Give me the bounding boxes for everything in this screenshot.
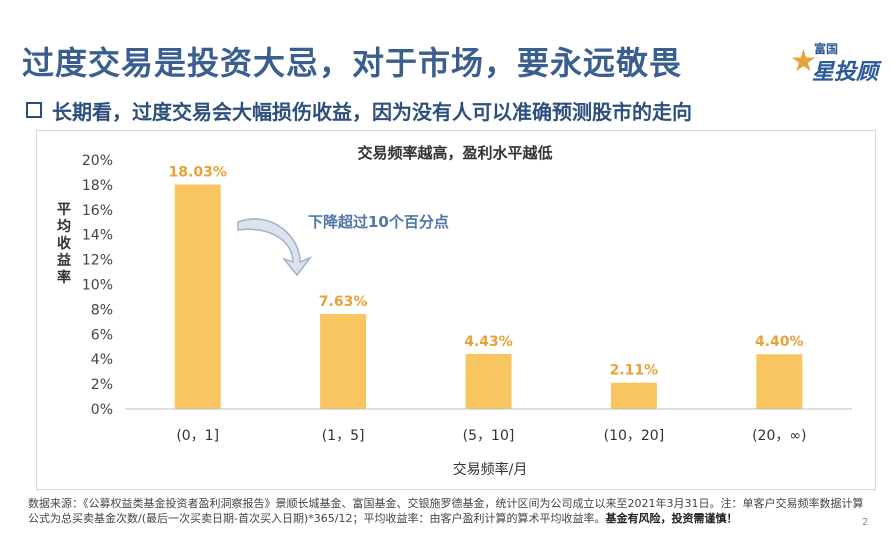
y-axis-label: 平均收益率 [57, 202, 72, 286]
bar [465, 353, 512, 409]
footer-note: 数据来源：《公募权益类基金投资者盈利洞察报告》景顺长城基金、富国基金、交银施罗德… [28, 496, 868, 526]
x-tick-label: (5，10] [463, 428, 515, 444]
x-axis-label: 交易频率/月 [453, 461, 528, 478]
page-title: 过度交易是投资大忌，对于市场，要永远敬畏 [22, 44, 683, 82]
page-subtitle: 长期看，过度交易会大幅损伤收益，因为没有人可以准确预测股市的走向 [26, 96, 692, 125]
brand-logo: ★ 富国 星投顾 [790, 38, 880, 85]
y-tick-label: 2% [91, 377, 113, 393]
x-tick-label: (20，∞) [752, 428, 806, 444]
y-tick-label: 8% [91, 302, 113, 318]
chart-frame [36, 130, 876, 490]
bar [756, 354, 803, 409]
subtitle-text: 长期看，过度交易会大幅损伤收益，因为没有人可以准确预测股市的走向 [52, 100, 692, 124]
x-tick-label: (1，5] [322, 428, 365, 444]
y-tick-label: 12% [82, 253, 113, 269]
y-tick-label: 10% [82, 278, 113, 294]
bar-value-label: 4.40% [755, 334, 804, 350]
logo-top-text: 富国 [814, 42, 839, 56]
curved-arrow-icon [237, 218, 313, 277]
star-icon: ★ [790, 44, 817, 79]
bar-value-label: 18.03% [169, 165, 227, 181]
y-tick-label: 18% [82, 178, 113, 194]
y-tick-label: 14% [82, 228, 113, 244]
bar [320, 314, 367, 409]
bar-value-label: 4.43% [464, 334, 513, 350]
bar [174, 184, 221, 409]
logo-main-text: 星投顾 [812, 60, 879, 85]
chart-title: 交易频率越高，盈利水平越低 [357, 144, 552, 162]
x-tick-label: (0，1] [176, 428, 219, 444]
y-tick-label: 20% [82, 153, 113, 169]
footer-risk: 基金有风险，投资需谨慎！ [605, 512, 738, 525]
bar [610, 382, 657, 409]
y-tick-label: 4% [91, 352, 113, 368]
y-tick-label: 16% [82, 203, 113, 219]
decline-annotation: 下降超过10个百分点 [308, 213, 449, 231]
bar-value-label: 2.11% [610, 363, 659, 379]
checkbox-square-icon [26, 102, 42, 118]
x-tick-label: (10，20] [604, 428, 665, 444]
bar-value-label: 7.63% [319, 294, 368, 310]
page-number: 2 [862, 517, 869, 528]
y-tick-label: 6% [91, 327, 113, 343]
footer-source: 数据来源：《公募权益类基金投资者盈利洞察报告》景顺长城基金、富国基金、交银施罗德… [28, 497, 864, 525]
y-tick-label: 0% [91, 402, 113, 418]
